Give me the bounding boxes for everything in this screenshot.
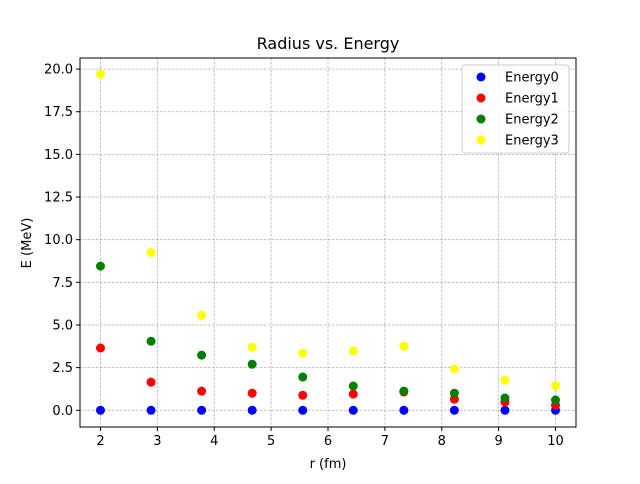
legend-item: Energy1 [476, 92, 559, 107]
y-tick-label: 20.0 [44, 63, 73, 78]
y-tick-label: 15.0 [44, 148, 73, 163]
data-point [95, 261, 105, 271]
data-point [146, 405, 156, 415]
plot-frame [79, 57, 577, 428]
x-tick-label: 7 [381, 434, 389, 449]
x-tick-label: 10 [547, 434, 564, 449]
series-energy2 [95, 261, 561, 405]
y-axis-ticks: 0.0 2.5 5.0 7.5 10.0 12.5 15.0 17.5 20.0 [44, 63, 80, 419]
y-tick-label: 12.5 [44, 191, 73, 206]
y-tick-label: 7.5 [52, 276, 73, 291]
data-point [399, 386, 409, 396]
x-tick-label: 8 [438, 434, 446, 449]
x-tick-label: 2 [96, 434, 104, 449]
legend-item: Energy0 [476, 71, 559, 86]
grid-lines [80, 58, 576, 427]
data-point [399, 341, 409, 351]
x-tick-label: 9 [495, 434, 503, 449]
data-point [348, 381, 358, 391]
data-point [298, 372, 308, 382]
data-point [500, 405, 510, 415]
data-point [247, 359, 257, 369]
legend-marker [476, 72, 486, 82]
data-point [95, 343, 105, 353]
y-tick-label: 17.5 [44, 105, 73, 120]
data-point [348, 405, 358, 415]
data-point [95, 69, 105, 79]
data-point [197, 386, 207, 396]
data-point [247, 388, 257, 398]
data-point [298, 348, 308, 358]
x-tick-label: 3 [153, 434, 161, 449]
x-tick-label: 6 [324, 434, 332, 449]
data-point [146, 377, 156, 387]
data-point [449, 388, 459, 398]
x-tick-label: 4 [210, 434, 218, 449]
data-point [197, 310, 207, 320]
data-points [95, 69, 561, 415]
legend-item: Energy3 [476, 134, 559, 149]
legend-label: Energy1 [505, 92, 559, 107]
data-point [197, 350, 207, 360]
y-tick-label: 2.5 [52, 361, 73, 376]
legend-label: Energy2 [505, 113, 559, 128]
data-point [551, 395, 561, 405]
legend-label: Energy3 [505, 134, 559, 149]
data-point [146, 336, 156, 346]
data-point [500, 375, 510, 385]
x-tick-label: 5 [267, 434, 275, 449]
data-point [348, 389, 358, 399]
y-axis-label: E (MeV) [20, 218, 35, 269]
y-tick-label: 0.0 [52, 404, 73, 419]
data-point [197, 405, 207, 415]
legend-marker [476, 93, 486, 103]
legend-item: Energy2 [476, 113, 559, 128]
series-energy3 [95, 69, 561, 391]
data-point [449, 364, 459, 374]
chart-title: Radius vs. Energy [257, 34, 400, 53]
y-tick-label: 10.0 [44, 233, 73, 248]
data-point [551, 381, 561, 391]
data-point [247, 342, 257, 352]
legend: Energy0 Energy1 Energy2 Energy3 [461, 64, 570, 154]
data-point [298, 390, 308, 400]
data-point [399, 405, 409, 415]
data-point [298, 405, 308, 415]
data-point [449, 405, 459, 415]
x-axis-label: r (fm) [310, 457, 347, 472]
legend-label: Energy0 [505, 71, 559, 86]
x-axis-ticks: 2 3 4 5 6 7 8 9 10 [96, 427, 564, 449]
y-tick-label: 5.0 [52, 318, 73, 333]
legend-box [461, 64, 570, 154]
data-point [95, 405, 105, 415]
data-point [348, 346, 358, 356]
data-point [146, 247, 156, 257]
legend-marker [476, 135, 486, 145]
data-point [500, 393, 510, 403]
legend-marker [476, 114, 486, 124]
data-point [247, 405, 257, 415]
